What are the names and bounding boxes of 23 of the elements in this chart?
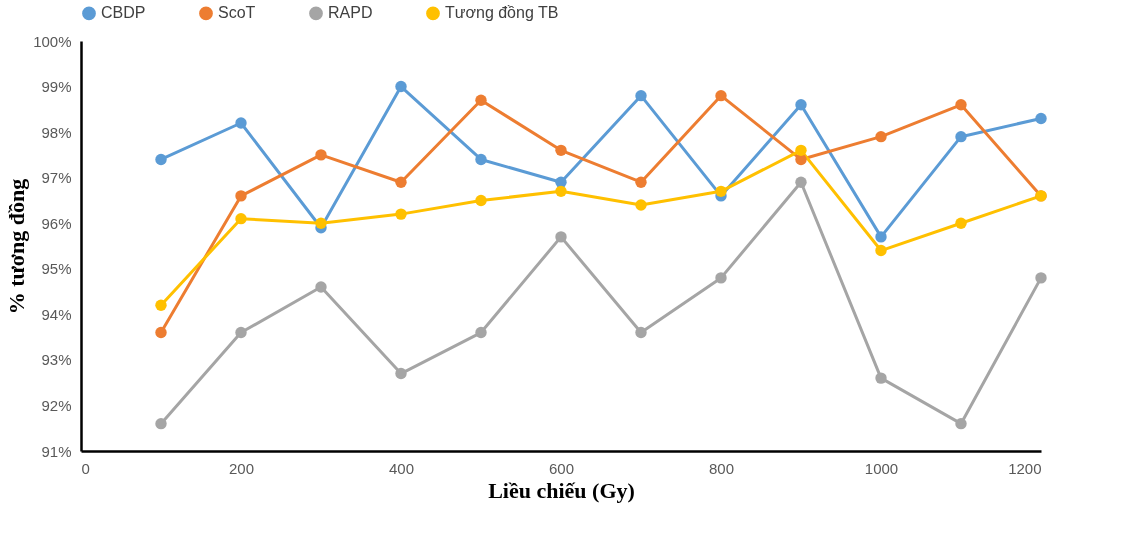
y-tick-label: 96% <box>41 214 72 232</box>
legend-label: ScoT <box>218 4 256 22</box>
x-axis-title: Liều chiếu (Gy) <box>488 477 635 503</box>
y-tick-label: 95% <box>41 260 72 278</box>
y-tick-label: 97% <box>41 169 72 187</box>
y-tick-label: 94% <box>41 305 72 323</box>
y-tick-label: 100% <box>33 32 72 50</box>
y-tick-label: 99% <box>41 78 72 96</box>
legend-label: CBDP <box>101 4 146 22</box>
y-tick-label: 93% <box>41 351 72 369</box>
x-tick-label: 600 <box>548 459 575 477</box>
y-tick-label: 91% <box>41 442 72 460</box>
x-tick-label: 1200 <box>1008 459 1042 477</box>
y-axis-title: % tương đồng <box>4 178 30 315</box>
legend-label: RAPD <box>328 4 373 22</box>
x-tick-label: 200 <box>228 459 255 477</box>
x-tick-label: 400 <box>388 459 415 477</box>
legend-label: Tương đồng TB <box>445 4 559 22</box>
x-tick-label: 1000 <box>864 459 899 477</box>
x-tick-label: 0 <box>81 459 90 477</box>
y-tick-label: 92% <box>41 396 72 414</box>
x-tick-label: 800 <box>708 459 735 477</box>
y-tick-label: 98% <box>41 123 72 141</box>
